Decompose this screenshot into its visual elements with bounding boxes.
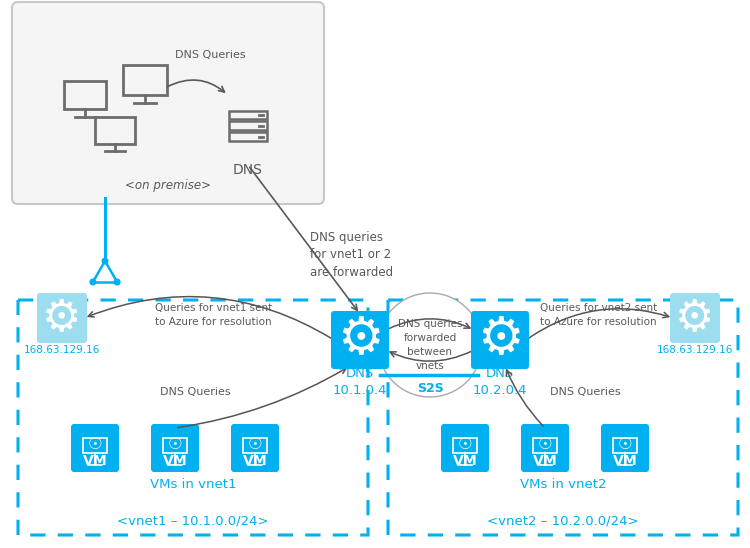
- Text: <vnet2 – 10.2.0.0/24>: <vnet2 – 10.2.0.0/24>: [488, 515, 639, 528]
- Text: ⚙: ⚙: [477, 315, 524, 365]
- Text: DNS
10.2.0.4: DNS 10.2.0.4: [472, 367, 527, 397]
- Text: VMs in vnet1: VMs in vnet1: [150, 478, 236, 492]
- Text: DNS Queries: DNS Queries: [175, 50, 245, 60]
- Text: VMs in vnet2: VMs in vnet2: [520, 478, 606, 492]
- Text: ⚙: ⚙: [675, 296, 715, 340]
- Text: VM: VM: [82, 454, 107, 468]
- Text: VM: VM: [243, 454, 267, 468]
- Text: DNS Queries: DNS Queries: [160, 387, 230, 397]
- FancyBboxPatch shape: [670, 293, 720, 343]
- Text: <on premise>: <on premise>: [125, 180, 211, 192]
- Text: VM: VM: [613, 454, 638, 468]
- FancyBboxPatch shape: [471, 311, 529, 369]
- Text: DNS: DNS: [233, 163, 263, 177]
- Text: ⚙: ⚙: [42, 296, 82, 340]
- FancyBboxPatch shape: [601, 424, 649, 472]
- Text: DNS Queries: DNS Queries: [550, 387, 620, 397]
- Text: ☉: ☉: [168, 437, 182, 452]
- FancyBboxPatch shape: [231, 424, 279, 472]
- Text: 168.63.129.16: 168.63.129.16: [657, 345, 734, 355]
- Text: DNS
10.1.0.4: DNS 10.1.0.4: [333, 367, 387, 397]
- Text: VM: VM: [452, 454, 477, 468]
- Text: ☉: ☉: [88, 437, 102, 452]
- FancyBboxPatch shape: [12, 2, 324, 204]
- FancyBboxPatch shape: [151, 424, 199, 472]
- Circle shape: [114, 279, 120, 285]
- Circle shape: [90, 279, 96, 285]
- Circle shape: [102, 258, 108, 264]
- Text: ☉: ☉: [618, 437, 632, 452]
- Text: S2S: S2S: [417, 383, 443, 396]
- Text: ☉: ☉: [248, 437, 262, 452]
- FancyBboxPatch shape: [521, 424, 569, 472]
- Circle shape: [378, 293, 482, 397]
- Text: ⚙: ⚙: [337, 315, 383, 365]
- Text: Queries for vnet1 sent
to Azure for resolution: Queries for vnet1 sent to Azure for reso…: [155, 304, 272, 327]
- Text: DNS queries
for vnet1 or 2
are forwarded: DNS queries for vnet1 or 2 are forwarded: [310, 231, 393, 279]
- Text: DNS queries
forwarded
between
vnets: DNS queries forwarded between vnets: [398, 319, 462, 371]
- Text: ☉: ☉: [458, 437, 472, 452]
- Text: <vnet1 – 10.1.0.0/24>: <vnet1 – 10.1.0.0/24>: [117, 515, 268, 528]
- FancyBboxPatch shape: [441, 424, 489, 472]
- FancyBboxPatch shape: [71, 424, 119, 472]
- Text: ☉: ☉: [538, 437, 552, 452]
- Text: VM: VM: [163, 454, 188, 468]
- FancyBboxPatch shape: [37, 293, 87, 343]
- Text: VM: VM: [532, 454, 557, 468]
- Text: Queries for vnet2 sent
to Azure for resolution: Queries for vnet2 sent to Azure for reso…: [540, 304, 657, 327]
- FancyBboxPatch shape: [331, 311, 389, 369]
- Text: 168.63.129.16: 168.63.129.16: [24, 345, 100, 355]
